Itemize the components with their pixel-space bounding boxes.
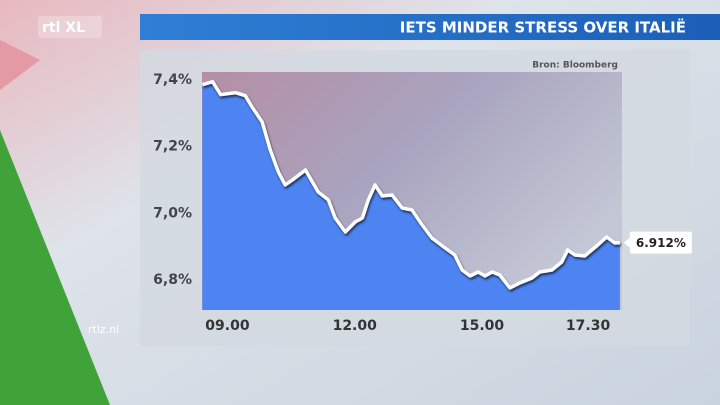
- x-tick-label: 12.00: [333, 318, 378, 334]
- pink-shape: [0, 40, 40, 90]
- y-tick-label: 7,2%: [153, 139, 192, 155]
- website: rtlz.nl: [88, 323, 119, 336]
- y-tick-label: 6,8%: [153, 272, 192, 288]
- source: Bron: Bloomberg: [532, 61, 618, 71]
- value-label: 6.912%: [636, 236, 686, 250]
- green-shape: [0, 130, 110, 405]
- label-pointer: [623, 237, 630, 248]
- area: [202, 81, 620, 310]
- line: [201, 79, 621, 290]
- title-bar: [140, 14, 720, 40]
- x-tick-label: 15.00: [460, 318, 505, 334]
- y-tick-label: 7,0%: [153, 205, 192, 221]
- x-tick-label: 09.00: [205, 318, 250, 334]
- label-box: [629, 231, 692, 254]
- y-tick-label: 7,4%: [153, 72, 192, 88]
- logo-box: [38, 16, 102, 38]
- chart-title: IETS MINDER STRESS OVER ITALIË: [400, 18, 686, 37]
- logo: rtl XL: [42, 20, 85, 36]
- x-tick-label: 17.30: [566, 318, 611, 334]
